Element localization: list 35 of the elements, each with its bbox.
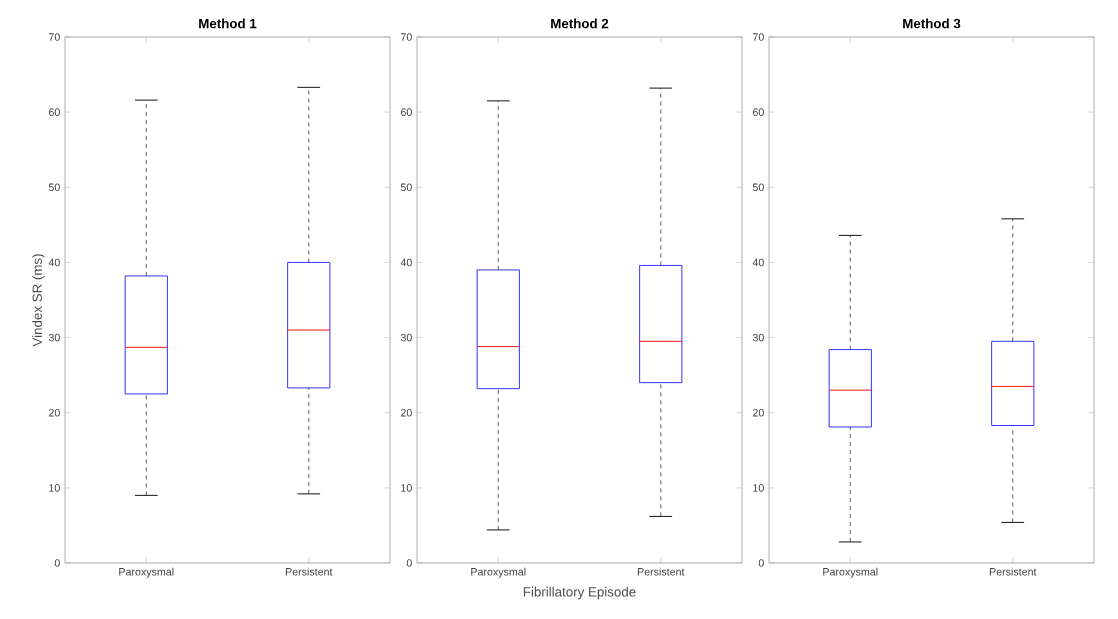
x-tick-label: Paroxysmal (119, 567, 174, 578)
x-tick-label: Paroxysmal (823, 567, 878, 578)
y-tick-label: 40 (400, 258, 412, 267)
y-tick-label: 40 (752, 258, 764, 267)
y-tick-label: 40 (48, 258, 60, 267)
y-tick-label: 50 (400, 183, 412, 192)
y-tick-label: 10 (753, 484, 764, 492)
y-tick-label: 0 (54, 559, 60, 567)
y-tick-label: 50 (752, 183, 764, 192)
y-tick-label: 70 (400, 33, 412, 41)
y-tick-label: 60 (48, 108, 60, 116)
y-tick-label: 60 (400, 108, 412, 116)
chart-title: Method 1 (199, 18, 257, 29)
x-tick-label: Paroxysmal (471, 567, 526, 578)
x-tick-label: Persistent (989, 567, 1037, 576)
y-tick-label: 30 (48, 333, 60, 342)
y-tick-label: 0 (406, 559, 412, 567)
chart-title: Method 3 (903, 18, 961, 29)
y-tick-label: 10 (49, 484, 60, 492)
y-tick-label: 10 (401, 484, 412, 492)
x-axis-title: Fibrillatory Episode (523, 586, 636, 600)
y-tick-label: 50 (48, 183, 60, 192)
y-tick-label: 0 (758, 559, 764, 567)
y-tick-label: 20 (400, 408, 412, 417)
y-tick-label: 20 (48, 408, 60, 417)
y-tick-label: 70 (752, 33, 764, 41)
y-tick-label: 30 (400, 333, 412, 342)
chart-title: Method 2 (551, 18, 609, 29)
x-tick-label: Persistent (637, 567, 685, 576)
y-axis-title: Vindex SR (ms) (32, 254, 45, 347)
y-tick-label: 20 (752, 408, 764, 417)
x-tick-label: Persistent (285, 567, 333, 576)
y-tick-label: 30 (752, 333, 764, 342)
y-tick-label: 70 (48, 33, 60, 41)
y-tick-label: 60 (752, 108, 764, 116)
